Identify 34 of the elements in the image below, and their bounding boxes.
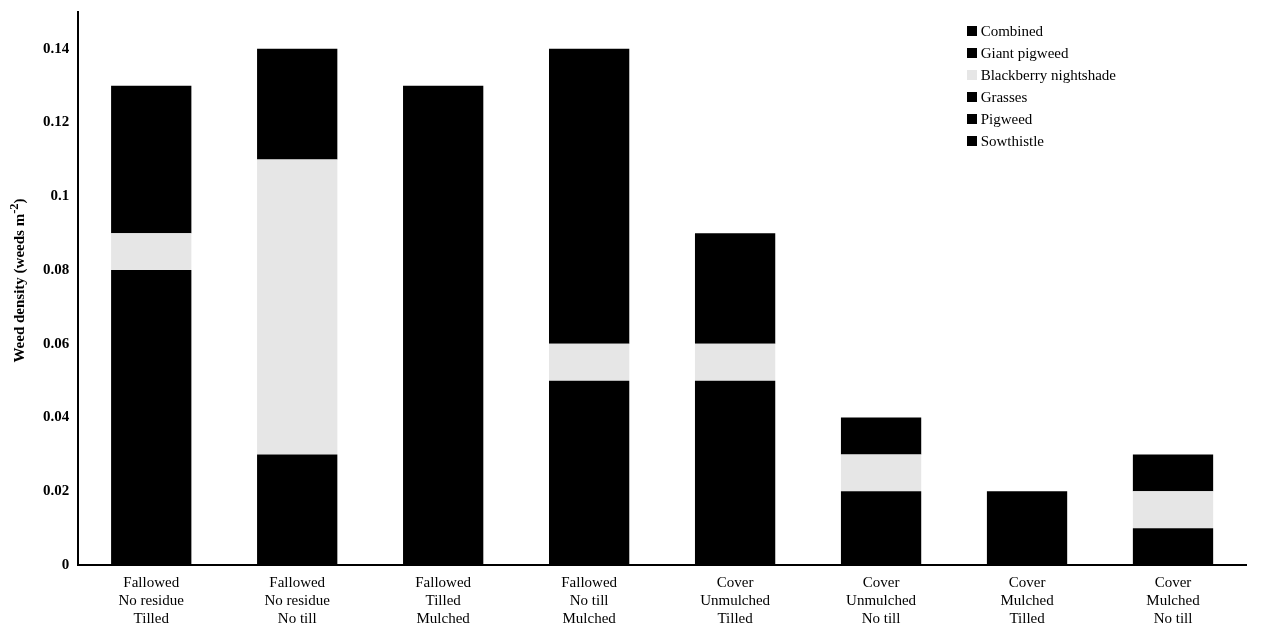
x-tick-label: Cover Mulched Tilled <box>1000 573 1055 626</box>
legend-label: Pigweed <box>980 110 1033 129</box>
bar <box>111 233 192 271</box>
bar <box>549 343 630 381</box>
bar <box>694 233 776 344</box>
bar <box>257 159 338 455</box>
legend-label: Blackberry nightshade <box>980 66 1116 85</box>
legend-label: Sowthistle <box>980 132 1044 151</box>
bar <box>549 48 630 344</box>
bar <box>840 454 922 492</box>
x-tick-label: Fallowed Tilled Mulched <box>415 573 472 626</box>
y-tick-label: 0.14 <box>43 39 70 56</box>
bar <box>1132 454 1214 492</box>
legend-label: Combined <box>980 22 1044 41</box>
y-tick-label: 0.1 <box>50 187 70 204</box>
y-tick-label: 0.02 <box>43 482 70 499</box>
y-tick-label: 0.06 <box>43 334 70 351</box>
legend-label: Giant pigweed <box>980 44 1069 63</box>
x-tick-label: Fallowed No residue Tilled <box>118 573 185 626</box>
y-tick-label: 0.04 <box>43 408 70 425</box>
x-tick-label: Cover Unmulched Tilled <box>700 573 771 626</box>
x-tick-label: Cover Mulched No till <box>1146 573 1201 626</box>
x-tick-label: Fallowed No residue No till <box>264 573 331 626</box>
bar <box>840 417 922 455</box>
y-tick-label: 0.08 <box>43 260 70 277</box>
bar <box>257 48 338 160</box>
bar <box>694 343 776 381</box>
y-tick-label: 0.12 <box>43 113 70 130</box>
bar <box>1132 491 1214 529</box>
x-tick-label: Fallowed No till Mulched <box>561 573 618 626</box>
x-tick-label: Cover Unmulched No till <box>846 573 917 626</box>
y-tick-label: 0 <box>61 555 70 572</box>
bar <box>111 85 192 234</box>
legend-label: Grasses <box>980 88 1028 107</box>
